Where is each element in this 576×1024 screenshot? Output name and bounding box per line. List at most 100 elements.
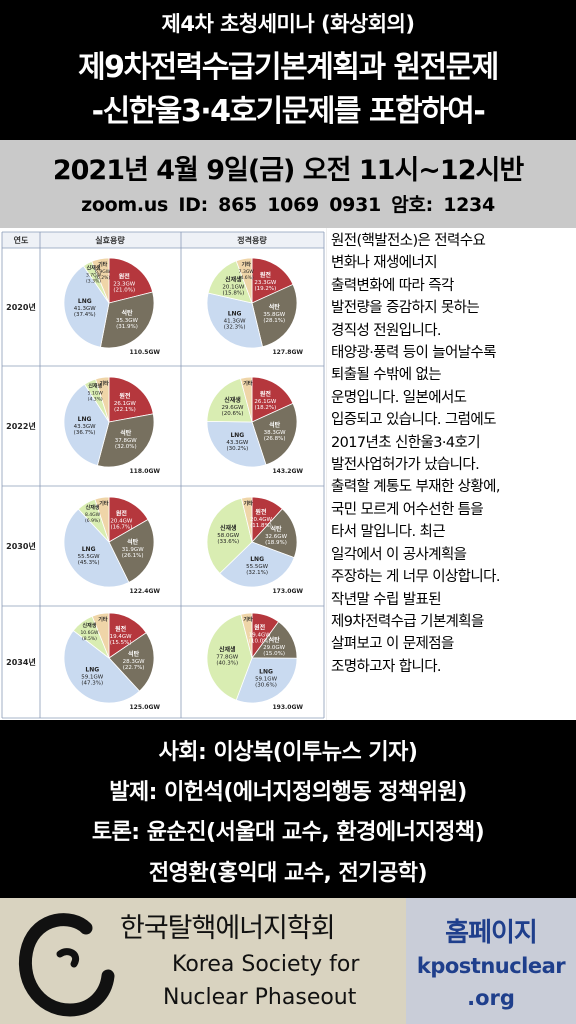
rated-pie-slice-name: 신재생 <box>224 396 241 404</box>
rated-pie-slice-name: 기타 <box>243 616 253 623</box>
description-line: 원전(핵발전소)은 전력수요 <box>331 233 486 249</box>
rated-pie-slice <box>240 496 253 543</box>
description-line: 경직성 전원입니다. <box>331 322 442 339</box>
rated-pie-slice-value: 38.3GW <box>264 430 287 436</box>
homepage-block[interactable]: 홈페이지 kpostnuclear .org <box>406 898 576 1024</box>
org-name-korean: 한국탈핵에너지학회 <box>120 913 336 944</box>
effective-pie-slice-name: 신재생 <box>87 265 101 272</box>
effective-pie-slice-name: 석탄 <box>127 538 139 546</box>
rated-pie-slice <box>206 497 253 574</box>
homepage-label: 홈페이지 <box>445 918 538 948</box>
rated-pie-slice-pct: (33.6%) <box>217 539 239 545</box>
rated-pie-slice-pct: (28.1%) <box>263 318 285 324</box>
effective-pie-slice-pct: (4.3%) <box>88 397 103 403</box>
rated-pie-slice-name: 석탄 <box>271 525 283 533</box>
rated-pie-slice-value: 20.4GW <box>250 517 273 523</box>
moderator-line: 사회: 이상복(이투뉴스 기자) <box>158 740 418 765</box>
effective-pie-slice-value: 28.3GW <box>123 659 146 665</box>
rated-pie-slice <box>240 612 253 659</box>
homepage-url-2[interactable]: .org <box>467 986 515 1010</box>
effective-pie-slice <box>63 383 110 466</box>
presenter-line: 발제: 이헌석(에너지정의행동 정책위원) <box>109 780 467 805</box>
description-line: 태양광·풍력 등이 늘어날수록 <box>331 345 497 362</box>
description-line: 국민 모르게 어수선한 틈을 <box>331 501 484 518</box>
effective-pie-total: 118.0GW <box>129 468 160 475</box>
effective-pie-slice-value: 55.5GW <box>78 554 101 560</box>
rated-pie-slice-name: LNG <box>230 432 244 439</box>
description-line: 출력변화에 따라 즉각 <box>331 277 454 294</box>
effective-pie-slice-name: LNG <box>78 416 92 423</box>
rated-pie-slice-name: 석탄 <box>269 636 281 644</box>
rated-pie-slice-pct: (15.0%) <box>263 651 285 657</box>
effective-pie-slice-name: 기타 <box>98 261 108 268</box>
date-bar: 2021년 4월 9일(금) 오전 11시~12시반 zoom.us ID: 8… <box>0 140 576 228</box>
description-line: 제9차전력수급 기본계획을 <box>331 613 484 630</box>
rated-pie-slice-name: 신재생 <box>225 276 242 284</box>
rated-pie-slice-value: 55.5GW <box>246 564 269 570</box>
rated-pie-slice-pct: (20.6%) <box>222 411 244 417</box>
rated-pie-slice-name: 석탄 <box>269 303 281 311</box>
rated-pie-slice-name: LNG <box>259 668 273 675</box>
effective-pie-slice-pct: (45.3%) <box>78 560 100 566</box>
footer: 한국탈핵에너지학회 Korea Society for Nuclear Phas… <box>0 898 576 1024</box>
rated-pie-slice-name: 원전 <box>255 508 267 516</box>
capacity-pie-table: 연도 실효용량 정격용량 2020년 원전 23.3GW (21.0%) 석탄 35.3GW (3… <box>0 228 327 720</box>
rated-pie-slice-pct: (32.3%) <box>224 325 246 331</box>
effective-pie-slice-name: 석탄 <box>121 309 133 317</box>
effective-pie-slice-value: 3.7GW <box>86 273 102 279</box>
rated-pie-slice <box>219 541 295 588</box>
rated-pie-slice-name: 원전 <box>260 390 272 398</box>
enso-logo-icon <box>18 913 115 1017</box>
org-name-english-1: Korea Society for <box>172 952 360 977</box>
homepage-url-1[interactable]: kpostnuclear <box>416 954 566 978</box>
rated-pie-slice-name: LNG <box>228 311 242 318</box>
effective-pie-slice-name: 신재생 <box>83 622 97 629</box>
poster-header: 제4차 초청세미나 (화상회의) 제9차전력수급기본계획과 원전문제 -신한울3… <box>0 0 576 140</box>
rated-pie-slice-pct: (18.9%) <box>265 540 287 546</box>
effective-pie-slice <box>100 291 155 349</box>
effective-pie-slice <box>108 518 155 583</box>
org-name-english-2: Nuclear Phaseout <box>163 985 357 1010</box>
effective-pie-slice-value: 43.3GW <box>74 424 97 430</box>
effective-pie-total: 125.0GW <box>129 704 160 711</box>
effective-pie-slice-pct: (32.0%) <box>115 444 137 450</box>
effective-pie-slice <box>108 632 155 692</box>
rated-pie-total: 193.0GW <box>272 704 303 711</box>
effective-pie-slice <box>95 376 110 423</box>
effective-pie-slice <box>63 265 110 348</box>
effective-pie-slice-pct: (6.9%) <box>85 518 100 524</box>
seminar-title-sub: -신한울3·4호기문제를 포함하여- <box>91 94 486 129</box>
effective-pie-slice-value: 59.1GW <box>81 674 104 680</box>
rated-pie-slice-value: 19.4GW <box>249 632 272 638</box>
seminar-subtitle: 제4차 초청세미나 (화상회의) <box>161 12 415 36</box>
effective-pie-slice <box>63 629 141 704</box>
effective-pie-slice-value: 20.4GW <box>110 519 133 525</box>
effective-pie-slice-value: 31.9GW <box>122 547 145 553</box>
effective-pie-slice-name: 원전 <box>119 272 131 280</box>
year-label: 2022년 <box>6 421 36 431</box>
effective-pie-slice-name: 신재생 <box>86 504 100 511</box>
effective-pie-slice-name: 기타 <box>99 500 109 507</box>
effective-pie-slice-pct: (3.3%) <box>86 279 101 285</box>
rated-pie-slice-pct: (19.2%) <box>255 286 277 292</box>
rated-pie-slice <box>206 613 253 701</box>
rated-pie-slice-name: 원전 <box>254 623 266 631</box>
year-label: 2034년 <box>6 657 36 667</box>
rated-pie-slice-name: 신재생 <box>220 524 237 532</box>
pie-chart-grid: 연도 실효용량 정격용량2020년원전23.3GW(21.0%)석탄35.3GW(3… <box>1 231 325 719</box>
effective-pie-slice-name: 원전 <box>119 392 131 400</box>
rated-pie-total: 127.8GW <box>272 349 303 356</box>
rated-pie-slice <box>206 378 253 423</box>
effective-pie-slice-pct: (15.5%) <box>110 640 132 646</box>
effective-pie-slice-pct: (6.2%) <box>95 275 110 281</box>
rated-pie-slice-pct: (4.6%) <box>239 275 254 281</box>
effective-pie-slice-name: 원전 <box>116 510 128 518</box>
description-line: 주장하는 게 너무 이상합니다. <box>331 569 501 586</box>
effective-pie-slice-value: 35.3GW <box>116 318 139 324</box>
rated-pie-slice-pct: (10.0%) <box>249 638 271 644</box>
content-area: 연도 실효용량 정격용량 2020년 원전 23.3GW (21.0%) 석탄 35.3GW (3… <box>0 228 576 720</box>
effective-pie-slice-pct: (36.7%) <box>74 430 96 436</box>
effective-pie-slice-name: 석탄 <box>120 429 132 437</box>
year-label: 2030년 <box>6 541 36 551</box>
effective-pie-slice-name: 기타 <box>98 616 108 623</box>
